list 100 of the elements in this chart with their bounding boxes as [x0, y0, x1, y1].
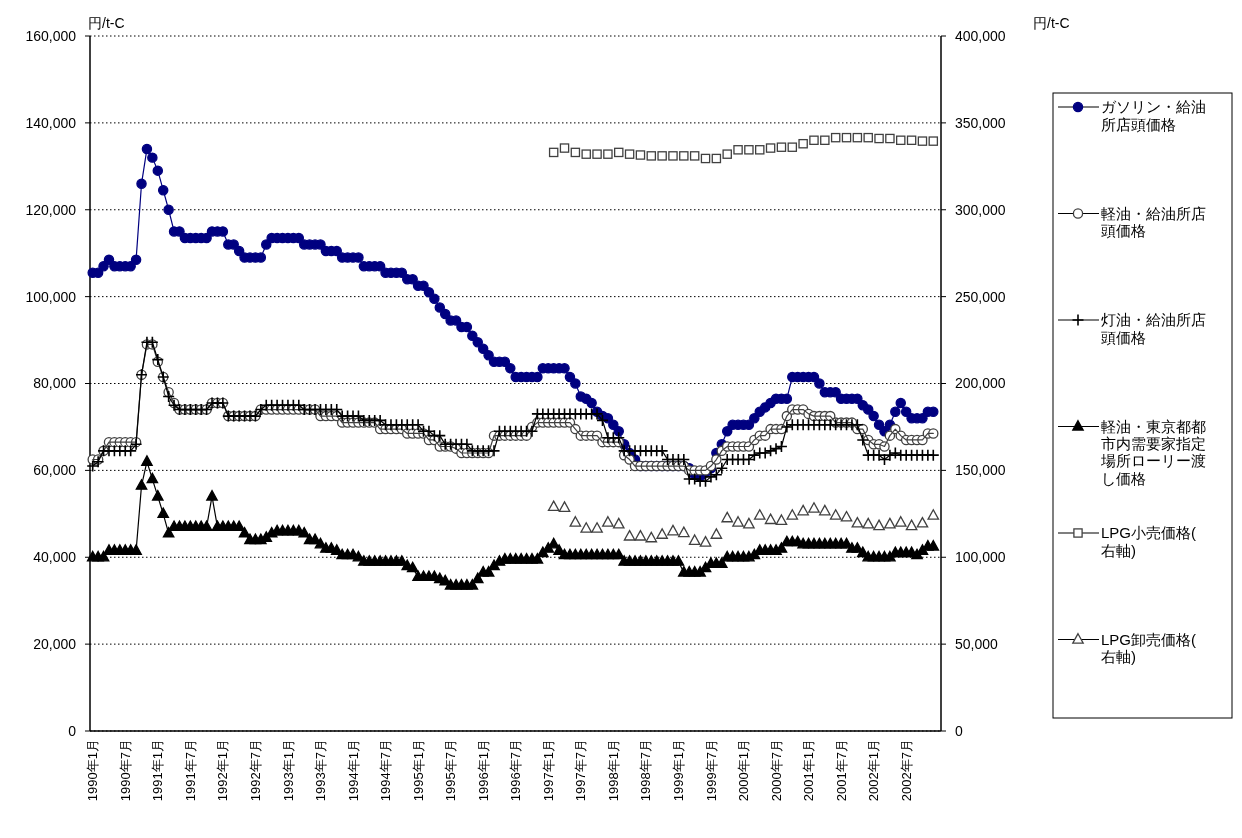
- point: [917, 136, 928, 146]
- point: [547, 500, 560, 512]
- x-tick-label: 2002年7月: [898, 739, 914, 802]
- point: [841, 132, 852, 143]
- x-tick-label: 1994年1月: [345, 739, 361, 802]
- point: [635, 150, 646, 160]
- point: [894, 516, 907, 527]
- x-tick-label: 1996年1月: [475, 739, 491, 802]
- point: [862, 517, 875, 529]
- y-tick-label: 20,000: [33, 636, 77, 653]
- point: [764, 513, 777, 525]
- y2-tick-label: 350,000: [955, 114, 1006, 131]
- x-tick-label: 1994年7月: [378, 739, 394, 802]
- point: [852, 132, 863, 143]
- legend-label: 軽油・東京都都市内需要家指定場所ローリー渡し価格: [1100, 417, 1206, 487]
- point: [721, 511, 734, 523]
- point: [722, 149, 732, 159]
- point: [830, 132, 841, 143]
- point: [569, 516, 582, 527]
- y2-tick-label: 400,000: [955, 27, 1006, 44]
- x-tick-label: 2002年1月: [866, 739, 882, 802]
- legend-label: LPG卸売価格(右軸): [1101, 630, 1197, 665]
- point: [818, 504, 831, 516]
- point: [787, 142, 798, 152]
- legend-label: 軽油・給油所店頭価格: [1101, 204, 1206, 239]
- point: [840, 510, 853, 522]
- point: [884, 517, 896, 529]
- point: [679, 151, 689, 161]
- point: [809, 135, 819, 145]
- x-tick-label: 1997年1月: [540, 739, 556, 802]
- y2-axis-title: 円/t-C: [1033, 15, 1070, 31]
- point: [559, 143, 570, 153]
- x-tick-label: 1997年7月: [573, 739, 589, 802]
- point: [829, 509, 842, 520]
- point: [656, 528, 668, 539]
- point: [581, 149, 591, 159]
- x-tick-label: 1990年7月: [117, 739, 133, 802]
- point: [603, 149, 613, 159]
- point: [614, 147, 624, 158]
- point: [820, 135, 830, 145]
- y2-tick-label: 200,000: [955, 375, 1006, 392]
- x-tick-label: 1998年7月: [638, 739, 654, 802]
- point: [657, 151, 667, 161]
- y-tick-label: 100,000: [25, 288, 77, 305]
- point: [786, 509, 799, 520]
- point: [645, 531, 658, 543]
- point: [906, 135, 917, 145]
- y-tick-label: 160,000: [25, 27, 77, 44]
- point: [634, 529, 647, 541]
- x-tick-label: 1990年1月: [85, 739, 101, 802]
- y2-tick-label: 50,000: [955, 636, 999, 653]
- point: [851, 516, 864, 528]
- point: [743, 517, 755, 529]
- x-tick-label: 1991年7月: [182, 739, 198, 802]
- point: [668, 151, 678, 161]
- point: [580, 522, 593, 533]
- point: [798, 138, 808, 149]
- point: [928, 136, 939, 146]
- point: [797, 504, 809, 516]
- point: [558, 501, 571, 512]
- point: [733, 145, 743, 155]
- legend-label: LPG小売価格(右軸): [1101, 524, 1197, 559]
- x-tick-label: 1996年7月: [508, 739, 524, 802]
- point: [905, 519, 918, 531]
- x-tick-label: 2000年1月: [736, 739, 752, 802]
- x-tick-label: 2001年7月: [833, 739, 849, 802]
- y-tick-label: 140,000: [25, 114, 77, 131]
- point: [896, 135, 906, 145]
- x-tick-label: 1999年1月: [670, 739, 686, 802]
- point: [776, 142, 787, 152]
- y-tick-label: 120,000: [25, 201, 77, 218]
- y-tick-label: 80,000: [33, 375, 77, 392]
- x-tick-label: 1999年7月: [703, 739, 719, 802]
- y-tick-label: 40,000: [33, 549, 77, 566]
- point: [677, 526, 690, 538]
- x-tick-label: 1992年1月: [215, 739, 231, 802]
- point: [916, 516, 929, 528]
- point: [700, 153, 711, 164]
- point: [602, 516, 614, 527]
- point: [624, 149, 635, 159]
- legend-label: ガソリン・給油所店頭価格: [1101, 98, 1206, 133]
- point: [623, 529, 636, 541]
- x-tick-label: 1992年7月: [247, 739, 263, 802]
- point: [744, 145, 754, 155]
- y-axis-title: 円/t-C: [88, 15, 125, 31]
- point: [755, 145, 765, 155]
- point: [592, 149, 602, 159]
- y-tick-label: 60,000: [33, 462, 77, 479]
- point: [711, 153, 722, 164]
- x-tick-label: 1991年1月: [150, 739, 166, 802]
- point: [699, 536, 712, 547]
- point: [873, 519, 885, 531]
- y2-tick-label: 0: [955, 722, 963, 739]
- point: [808, 502, 820, 513]
- x-tick-label: 1995年7月: [443, 739, 459, 802]
- x-tick-label: 1993年7月: [313, 739, 329, 802]
- point: [874, 133, 884, 144]
- x-tick-label: 1998年1月: [605, 739, 621, 802]
- point: [612, 517, 625, 529]
- point: [667, 524, 679, 536]
